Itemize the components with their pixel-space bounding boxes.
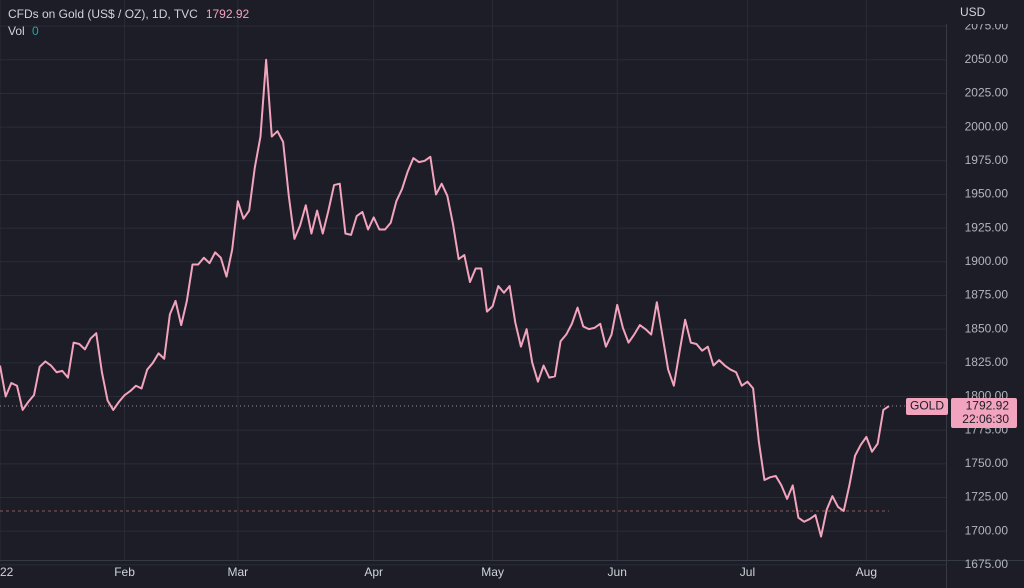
y-tick-label: 1750.00: [965, 456, 1009, 470]
y-tick-label: 1675.00: [965, 557, 1009, 571]
chart-title: CFDs on Gold (US$ / OZ), 1D, TVC: [8, 7, 198, 21]
y-tick-label: 1925.00: [965, 220, 1009, 234]
y-tick-label: 1725.00: [965, 490, 1009, 504]
last-price: 1792.92: [206, 7, 250, 21]
x-tick-label: May: [481, 565, 504, 579]
price-line: [0, 58, 890, 538]
symbol-tag: [906, 398, 948, 416]
grid: [0, 0, 946, 566]
countdown: 22:06:30: [962, 412, 1009, 426]
x-tick-label: 2022: [0, 565, 14, 579]
symbol-tag-label: GOLD: [910, 399, 944, 413]
currency-label: USD: [960, 5, 986, 19]
y-tick-label: 1975.00: [965, 153, 1009, 167]
x-tick-label: Feb: [114, 565, 135, 579]
y-tick-label: 1950.00: [965, 187, 1009, 201]
volume-label: Vol: [8, 24, 25, 38]
y-tick-label: 1875.00: [965, 288, 1009, 302]
y-tick-label: 1850.00: [965, 321, 1009, 335]
y-tick-label: 2025.00: [965, 86, 1009, 100]
x-tick-label: Apr: [364, 565, 383, 579]
axis-header-bg: [946, 0, 1024, 24]
x-tick-label: Jul: [740, 565, 755, 579]
y-tick-label: 1825.00: [965, 355, 1009, 369]
axes: 1675.001700.001725.001750.001775.001800.…: [0, 18, 1017, 579]
y-tick-label: 2050.00: [965, 52, 1009, 66]
price-tag: [951, 398, 1017, 429]
plot: [0, 58, 946, 538]
y-tick-label: 1700.00: [965, 523, 1009, 537]
price-tag-value: 1792.92: [966, 399, 1010, 413]
x-tick-label: Jun: [608, 565, 627, 579]
x-tick-label: Aug: [856, 565, 877, 579]
x-tick-label: Mar: [227, 565, 248, 579]
y-tick-label: 2000.00: [965, 119, 1009, 133]
volume-value: 0: [32, 24, 39, 38]
y-tick-label: 1900.00: [965, 254, 1009, 268]
